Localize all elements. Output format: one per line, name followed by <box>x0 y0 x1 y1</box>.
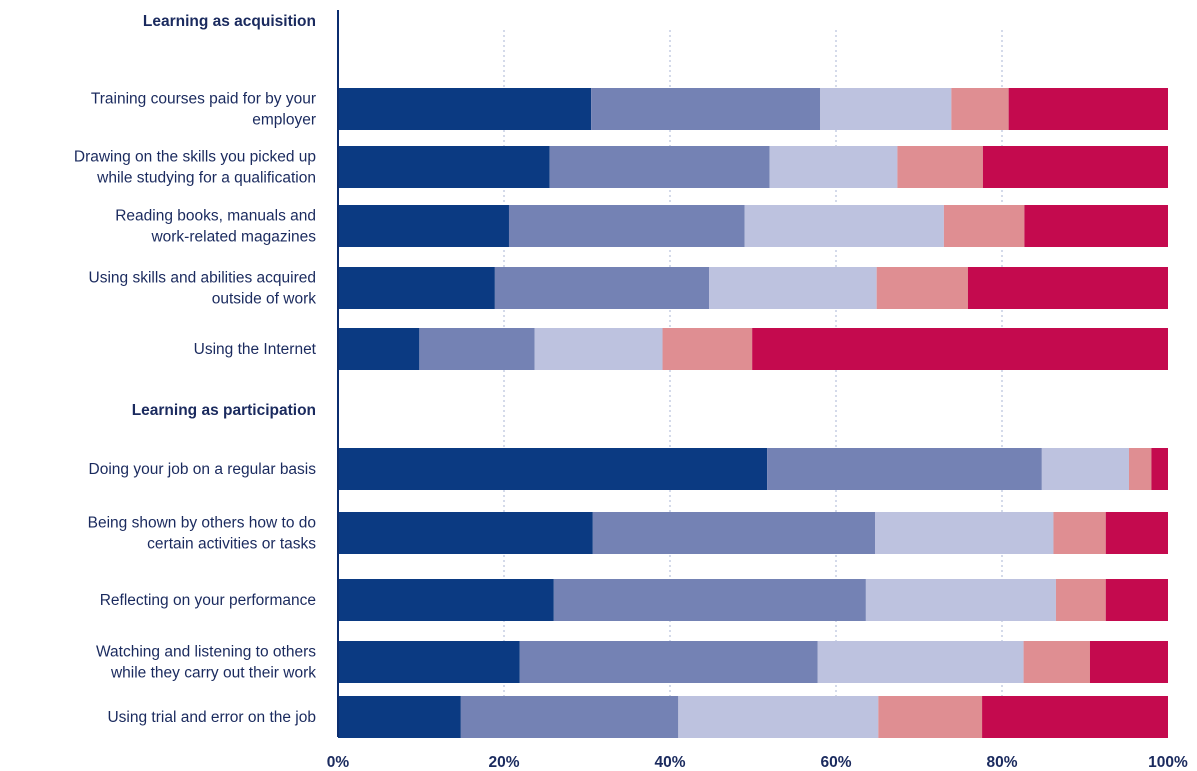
category-label: Being shown by others how to do certain a… <box>88 515 317 553</box>
bar-segment <box>338 146 550 188</box>
section-title: Learning as participation <box>132 402 316 419</box>
bar-segment <box>338 328 420 370</box>
category-label: Training courses paid for by your employe… <box>91 91 316 129</box>
category-label: Reflecting on your performance <box>100 592 316 609</box>
bar-segment <box>494 267 710 309</box>
bar-segment <box>338 448 768 490</box>
bar-segment <box>553 579 866 621</box>
bar-segment <box>769 146 898 188</box>
bar-segment <box>338 88 592 130</box>
category-label: Using trial and error on the job <box>107 709 316 726</box>
bar-segment <box>817 641 1024 683</box>
bar-segment <box>592 512 876 554</box>
category-label: Doing your job on a regular basis <box>89 461 317 478</box>
bar-segment <box>338 512 593 554</box>
bar-segment <box>1008 88 1168 130</box>
bar-segment <box>1105 579 1168 621</box>
bar-segment <box>951 88 1009 130</box>
bar-segment <box>1024 205 1168 247</box>
bar-segment <box>1023 641 1090 683</box>
bar-segment <box>508 205 745 247</box>
bar-segment <box>678 696 879 738</box>
bar-segment <box>519 641 818 683</box>
x-tick-label: 0% <box>327 754 350 771</box>
bar-segment <box>709 267 877 309</box>
bar-segment <box>897 146 983 188</box>
category-label: Drawing on the skills you picked up while… <box>74 149 316 187</box>
bar-segment <box>338 205 509 247</box>
bar-segment <box>876 267 968 309</box>
x-tick-label: 20% <box>488 754 519 771</box>
bar-segment <box>534 328 663 370</box>
bar-segment <box>1128 448 1152 490</box>
bar-segment <box>878 696 983 738</box>
x-tick-label: 60% <box>820 754 851 771</box>
category-label: Reading books, manuals and work-related m… <box>115 208 316 246</box>
bar-segment <box>1041 448 1129 490</box>
bar-segment <box>419 328 535 370</box>
bar-segment <box>943 205 1025 247</box>
bar-segment <box>1055 579 1106 621</box>
bar-segment <box>752 328 1168 370</box>
bar-segment <box>744 205 944 247</box>
bar-segment <box>338 696 461 738</box>
bar-segment <box>982 146 1168 188</box>
bar-segment <box>662 328 753 370</box>
bar-segment <box>460 696 679 738</box>
bar-segment <box>767 448 1042 490</box>
bar-segment <box>549 146 770 188</box>
bar-segment <box>1151 448 1168 490</box>
bar-segment <box>591 88 821 130</box>
category-label: Watching and listening to others while th… <box>96 644 316 682</box>
bar-segment <box>1089 641 1168 683</box>
category-label: Using the Internet <box>194 341 317 358</box>
x-tick-label: 100% <box>1148 754 1188 771</box>
bar-segment <box>820 88 952 130</box>
x-tick-label: 40% <box>654 754 685 771</box>
bar-segment <box>1053 512 1106 554</box>
section-title: Learning as acquisition <box>143 13 316 30</box>
category-label: Using skills and abilities acquired outsi… <box>89 270 317 308</box>
bar-segment <box>982 696 1168 738</box>
x-tick-label: 80% <box>986 754 1017 771</box>
bar-segment <box>875 512 1054 554</box>
bar-segment <box>338 641 520 683</box>
bar-segment <box>338 579 554 621</box>
bar-segment <box>338 267 495 309</box>
bar-segment <box>1105 512 1168 554</box>
bar-segment <box>967 267 1168 309</box>
bar-segment <box>865 579 1056 621</box>
